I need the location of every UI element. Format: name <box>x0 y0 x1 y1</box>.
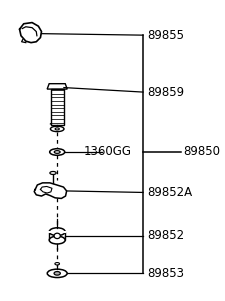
Polygon shape <box>47 84 67 89</box>
Text: 89859: 89859 <box>147 85 184 98</box>
Ellipse shape <box>50 149 65 155</box>
Bar <box>50 89 64 125</box>
Ellipse shape <box>49 228 65 236</box>
Ellipse shape <box>55 262 59 265</box>
Bar <box>49 232 65 240</box>
Ellipse shape <box>49 236 65 244</box>
Ellipse shape <box>54 272 60 275</box>
Text: 89852: 89852 <box>147 229 184 242</box>
Text: 89852A: 89852A <box>147 186 192 199</box>
Ellipse shape <box>54 150 60 153</box>
Ellipse shape <box>54 233 60 239</box>
Ellipse shape <box>47 269 67 278</box>
Text: 89853: 89853 <box>147 267 184 280</box>
Ellipse shape <box>55 128 59 130</box>
Text: 89855: 89855 <box>147 29 184 42</box>
Text: 1360GG: 1360GG <box>83 145 131 159</box>
Ellipse shape <box>50 172 56 175</box>
Ellipse shape <box>50 126 64 132</box>
Text: 89850: 89850 <box>183 145 220 159</box>
